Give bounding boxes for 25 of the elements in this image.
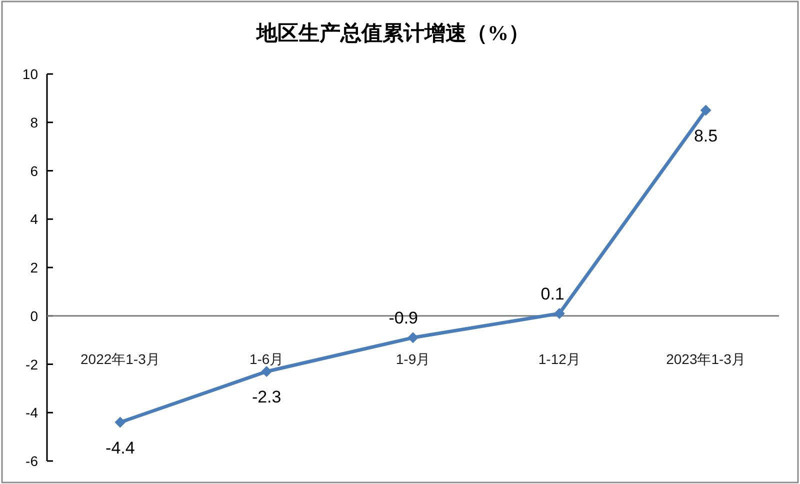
- x-tick-label: 2023年1-3月: [666, 350, 746, 367]
- y-tick-label: 2: [30, 260, 38, 276]
- data-label: -0.9: [388, 308, 418, 328]
- point: [554, 308, 565, 319]
- x-tick-label: 1-12月: [538, 350, 580, 367]
- y-tick-label: 10: [22, 66, 38, 82]
- y-tick-label: 6: [30, 162, 38, 179]
- data-label: 8.5: [694, 126, 718, 146]
- point: [700, 104, 712, 116]
- x-tick-label: 1-6月: [249, 350, 284, 367]
- point: [114, 416, 126, 428]
- data-label: -4.4: [106, 438, 135, 458]
- x-tick-label: 2022年1-3月: [80, 350, 160, 367]
- point: [408, 332, 418, 344]
- y-tick-label: -4: [26, 404, 38, 421]
- y-tick-label: -2: [26, 356, 38, 372]
- chart-title: 地区生产总值累计增速（%）: [256, 21, 530, 45]
- y-tick-label: 0: [30, 308, 38, 324]
- data-label: 0.1: [540, 284, 564, 304]
- point: [261, 366, 272, 378]
- y-tick-label: 8: [30, 114, 38, 130]
- data-label: -2.3: [252, 388, 282, 407]
- x-tick-label: 1-9月: [396, 350, 430, 367]
- y-tick-label: 4: [30, 211, 38, 228]
- y-tick-label: -6: [26, 453, 38, 469]
